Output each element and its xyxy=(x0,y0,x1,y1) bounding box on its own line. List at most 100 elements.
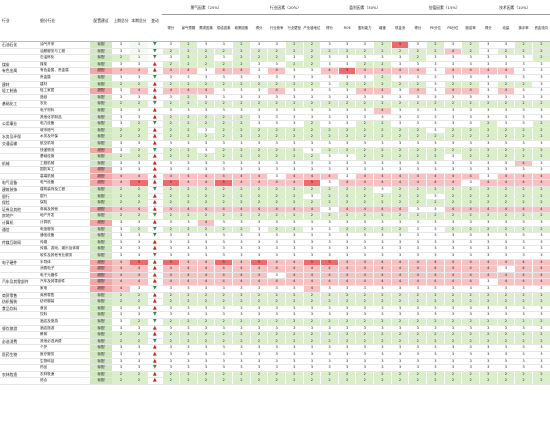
factor-score-cell: 3 xyxy=(232,325,251,333)
factor-score-cell: 3 xyxy=(196,325,215,333)
factor-score-cell: 3 xyxy=(531,114,550,122)
factor-score-cell: 2 xyxy=(478,153,498,161)
change-down-icon: ▼ xyxy=(148,48,162,56)
factor-score-cell: 3 xyxy=(408,358,427,366)
config-cell: 标配 xyxy=(90,94,112,102)
prev-score-cell: 3 xyxy=(112,232,130,240)
factor-score-cell: 3 xyxy=(320,140,339,148)
table-row: 家电 超配 4 3 ▼ 3 3 3 3 3 3 3 3 4 3 3 3 3 3 3 3 3 3 3 3 3 3 xyxy=(0,285,550,293)
factor-score-cell: 2 xyxy=(355,331,374,339)
factor-score-cell: 2 xyxy=(478,100,498,108)
factor-score-cell: 3 xyxy=(232,160,251,168)
factor-score-cell: 3 xyxy=(196,245,215,253)
factor-score-cell: 3 xyxy=(214,351,233,359)
factor-score-cell: 3 xyxy=(179,166,198,174)
factor-score-cell: 3 xyxy=(390,344,409,352)
change-down-icon: ▼ xyxy=(148,232,162,240)
config-cell: 标配 xyxy=(90,153,112,161)
factor-score-cell: 3 xyxy=(478,81,498,89)
factor-score-cell: 4 xyxy=(196,173,215,181)
cur-score-cell: 2 xyxy=(130,100,148,108)
factor-score-cell: 3 xyxy=(267,41,286,49)
industry-cell: 交通运输 xyxy=(0,140,38,148)
factor-score-cell: 3 xyxy=(373,239,392,247)
factor-score-cell: 3 xyxy=(514,305,533,313)
factor-score-cell: 2 xyxy=(302,54,321,62)
factor-score-cell: 4 xyxy=(249,272,268,280)
factor-score-cell: 3 xyxy=(320,160,339,168)
factor-score-cell: 2 xyxy=(390,331,409,339)
factor-score-cell: 3 xyxy=(161,351,180,359)
factor-score-cell: 3 xyxy=(373,54,392,62)
factor-score-cell: 2 xyxy=(161,100,180,108)
cur-score-cell: 3 xyxy=(130,61,148,69)
factor-score-cell: 3 xyxy=(461,311,480,319)
factor-score-cell: 2 xyxy=(461,81,480,89)
factor-score-cell: 2 xyxy=(531,48,550,56)
factor-score-cell: 4 xyxy=(267,259,286,267)
table-row: 纺织服装 纺织服装 标配 2 2 ▲ 2 2 2 2 2 2 2 2 2 2 2 2 2 2 2 2 2 2 2 2 2 2 xyxy=(0,298,550,306)
factor-score-cell: 2 xyxy=(302,41,321,49)
factor-score-cell: 2 xyxy=(320,48,339,56)
prev-score-cell: 3 xyxy=(112,166,130,174)
factor-score-cell: 2 xyxy=(232,133,251,141)
factor-score-cell: 3 xyxy=(478,311,498,319)
factor-score-cell: 2 xyxy=(284,292,304,300)
cur-score-cell: 3 xyxy=(130,239,148,247)
config-cell: 标配 xyxy=(90,338,112,346)
factor-score-cell: 2 xyxy=(373,81,392,89)
factor-score-cell: 2 xyxy=(284,318,304,326)
factor-score-cell: 3 xyxy=(355,252,374,260)
factor-score-cell: 3 xyxy=(320,107,339,115)
factor-score-cell: 3 xyxy=(302,305,321,313)
factor-score-cell: 3 xyxy=(478,107,498,115)
factor-score-cell: 4 xyxy=(320,272,339,280)
factor-score-cell: 2 xyxy=(232,331,251,339)
config-cell: 标配 xyxy=(90,252,112,260)
factor-score-cell: 2 xyxy=(408,153,427,161)
header-l1: 行业 xyxy=(0,0,38,42)
factor-score-cell: 4 xyxy=(179,67,198,75)
factor-score-cell: 2 xyxy=(161,81,180,89)
factor-score-cell: 3 xyxy=(390,232,409,240)
factor-score-cell: 3 xyxy=(249,41,268,49)
factor-score-cell: 3 xyxy=(302,226,321,234)
factor-score-cell: 2 xyxy=(443,371,462,379)
config-cell: 标配 xyxy=(90,239,112,247)
factor-score-cell: 4 xyxy=(267,67,286,75)
cur-score-cell: 3 xyxy=(130,114,148,122)
factor-score-cell: 4 xyxy=(408,272,427,280)
factor-score-cell: 2 xyxy=(249,199,268,207)
factor-score-cell: 3 xyxy=(426,114,445,122)
factor-score-cell: 2 xyxy=(390,81,409,89)
factor-score-cell: 2 xyxy=(214,298,233,306)
factor-score-cell: 2 xyxy=(249,186,268,194)
factor-score-cell: 2 xyxy=(531,193,550,201)
factor-score-cell: 2 xyxy=(214,48,233,56)
factor-score-cell: 3 xyxy=(302,358,321,366)
factor-score-cell: 4 xyxy=(426,259,445,267)
sub-industry-cell: 高端机械 xyxy=(38,173,90,181)
factor-score-cell: 4 xyxy=(161,272,180,280)
factor-score-cell: 2 xyxy=(426,331,445,339)
factor-score-cell: 5 xyxy=(302,179,321,188)
cur-score-cell: 2 xyxy=(130,331,148,339)
factor-score-cell: 3 xyxy=(514,245,533,253)
factor-score-cell: 2 xyxy=(496,193,515,201)
factor-score-cell: 2 xyxy=(302,120,321,128)
factor-score-cell: 3 xyxy=(249,232,268,240)
factor-score-cell: 3 xyxy=(267,160,286,168)
factor-score-cell: 2 xyxy=(426,147,445,155)
factor-score-cell: 3 xyxy=(443,74,462,82)
factor-score-cell: 3 xyxy=(443,311,462,319)
prev-score-cell: 3 xyxy=(112,358,130,366)
factor-score-cell: 3 xyxy=(214,344,233,352)
prev-score-cell: 2 xyxy=(112,212,130,221)
factor-score-cell: 2 xyxy=(284,81,304,89)
factor-score-cell: 3 xyxy=(161,140,180,148)
cur-score-cell: 4 xyxy=(130,173,148,181)
cur-score-cell: 3 xyxy=(130,311,148,319)
industry-cell: 有色金属 xyxy=(0,67,38,75)
factor-score-cell: 3 xyxy=(161,344,180,352)
table-row: 电气设备 电气设备 超配 4 5 ▲ 5 4 4 5 4 4 4 4 5 3 4 4 4 4 4 4 4 3 4 4 4 4 xyxy=(0,179,550,188)
